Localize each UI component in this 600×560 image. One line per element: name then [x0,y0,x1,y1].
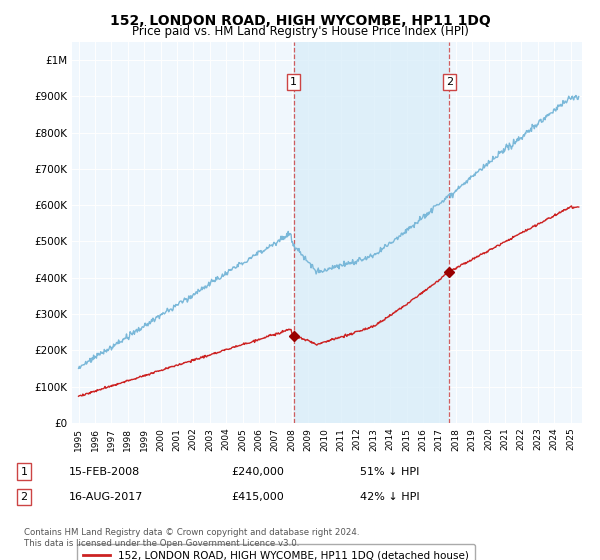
Text: 2: 2 [446,77,453,87]
Text: 1: 1 [290,77,297,87]
Text: 51% ↓ HPI: 51% ↓ HPI [360,466,419,477]
Text: 42% ↓ HPI: 42% ↓ HPI [360,492,419,502]
Text: 15-FEB-2008: 15-FEB-2008 [69,466,140,477]
Text: 1: 1 [20,466,28,477]
Text: £415,000: £415,000 [231,492,284,502]
Text: Contains HM Land Registry data © Crown copyright and database right 2024.
This d: Contains HM Land Registry data © Crown c… [24,528,359,548]
Text: £240,000: £240,000 [231,466,284,477]
Text: 2: 2 [20,492,28,502]
Text: 152, LONDON ROAD, HIGH WYCOMBE, HP11 1DQ: 152, LONDON ROAD, HIGH WYCOMBE, HP11 1DQ [110,14,490,28]
Text: 16-AUG-2017: 16-AUG-2017 [69,492,143,502]
Bar [294,42,449,423]
Legend: 152, LONDON ROAD, HIGH WYCOMBE, HP11 1DQ (detached house), HPI: Average price, d: 152, LONDON ROAD, HIGH WYCOMBE, HP11 1DQ… [77,544,475,560]
Text: Price paid vs. HM Land Registry's House Price Index (HPI): Price paid vs. HM Land Registry's House … [131,25,469,38]
